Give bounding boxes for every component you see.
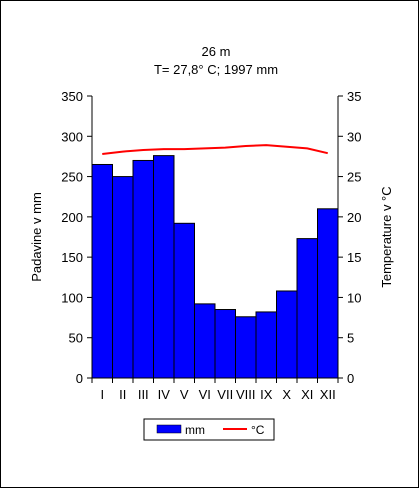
y-tick-label: 350 (61, 89, 83, 104)
y2-tick-label: 35 (347, 89, 361, 104)
legend: mm °C (143, 418, 275, 441)
bar-V (173, 222, 195, 379)
bar-II (112, 176, 134, 379)
bar-VII (214, 309, 236, 379)
x-tick-label: VII (217, 387, 233, 402)
bar-VIII (235, 316, 257, 379)
y2-axis-label: Temperature v °C (379, 186, 394, 287)
legend-swatch-mm (156, 424, 182, 434)
bar-III (132, 159, 154, 379)
y-tick-label: 250 (61, 170, 83, 185)
y-tick-label: 100 (61, 290, 83, 305)
bar-XII (317, 208, 339, 379)
y2-tick-label: 10 (347, 290, 361, 305)
y2-tick-label: 5 (347, 331, 354, 346)
y-tick-label: 150 (61, 250, 83, 265)
bar-X (276, 290, 298, 379)
x-tick-label: XI (301, 387, 313, 402)
y2-tick-label: 0 (347, 371, 354, 386)
legend-box (143, 418, 275, 441)
legend-label-mm: mm (185, 423, 205, 437)
bar-XI (296, 238, 318, 379)
y-tick-label: 200 (61, 210, 83, 225)
x-tick-label: V (180, 387, 189, 402)
y-tick-label: 300 (61, 129, 83, 144)
legend-label-temp: °C (251, 423, 265, 437)
bar-IV (153, 155, 175, 379)
y-axis-label: Padavine v mm (29, 192, 44, 282)
x-tick-label: III (138, 387, 149, 402)
y2-tick-label: 15 (347, 250, 361, 265)
chart-title: 26 m (202, 44, 231, 59)
y2-tick-label: 25 (347, 170, 361, 185)
y2-tick-label: 30 (347, 129, 361, 144)
x-tick-label: I (100, 387, 104, 402)
bar-IX (255, 311, 277, 379)
y2-tick-label: 20 (347, 210, 361, 225)
y-tick-label: 50 (69, 331, 83, 346)
x-tick-label: X (282, 387, 291, 402)
chart-subtitle: T= 27,8° C; 1997 mm (154, 62, 278, 77)
bar-VI (194, 303, 216, 379)
x-tick-label: IX (260, 387, 273, 402)
x-tick-label: IV (158, 387, 171, 402)
x-tick-label: VIII (236, 387, 256, 402)
x-tick-label: XII (320, 387, 336, 402)
x-tick-label: VI (199, 387, 211, 402)
bar-I (91, 163, 113, 379)
temperature-line (102, 144, 328, 156)
y-tick-label: 0 (76, 371, 83, 386)
x-tick-label: II (119, 387, 126, 402)
